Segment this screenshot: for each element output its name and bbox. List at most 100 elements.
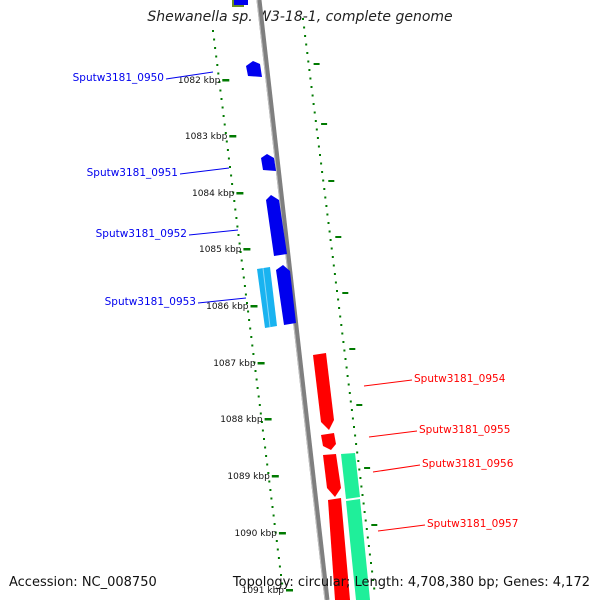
gene-label-sputw3181-0954[interactable]: Sputw3181_0954 [414,373,506,385]
track-dot [270,497,273,500]
track-dot [264,446,267,449]
track-dot [342,341,345,343]
tick-mark [257,362,265,365]
track-dot [309,77,312,80]
track-dot [355,443,358,445]
gene-label-sputw3181-0955[interactable]: Sputw3181_0955 [419,424,510,436]
track-dot [238,242,241,245]
track-dot [234,208,237,211]
map-title: Shewanella sp. W3-18-1, complete genome [147,9,453,25]
track-dot [313,111,316,114]
gene-arrow-sputw3181-0950[interactable] [246,61,262,77]
track-dot [346,375,349,377]
gene-label-sputw3181-0956[interactable]: Sputw3181_0956 [422,458,514,470]
tick-label: 1087 kbp [213,359,256,369]
tick-mark [222,79,230,82]
track-dot [348,392,351,394]
track-dot [314,120,317,122]
track-dot [312,103,315,105]
track-dot [218,81,221,83]
gene-arrow-sputw3181-0956[interactable] [323,454,341,497]
gene-label-sputw3181-0953[interactable]: Sputw3181_0953 [105,296,196,308]
track-dot [350,409,353,411]
track-dot [361,494,364,496]
track-dot [235,217,238,219]
gene-label-sputw3181-0957[interactable]: Sputw3181_0957 [427,518,518,530]
gene-feature-sputw3181-0956 [341,453,360,499]
track-dot [373,587,376,590]
track-dot [363,511,366,513]
track-dot [281,582,284,585]
track-dot [319,154,321,156]
tick-label: 1086 kbp [206,302,249,312]
tick-label: 1082 kbp [178,76,221,86]
track-dot [274,531,277,534]
tick-mark [271,475,279,478]
tick-mark [250,305,258,308]
gene-arrow-sputw3181-0951[interactable] [261,154,276,171]
tick-label: 1083 kbp [185,132,228,142]
gene-feature-sputw3181-0957 [346,499,370,600]
track-dot [278,565,281,568]
track-dash [349,348,356,350]
track-dot [306,52,309,54]
track-dot [331,256,334,258]
track-dot [237,234,240,236]
left-dotted-track [212,30,284,585]
track-dot [227,157,230,160]
gene-leader-line [188,229,239,236]
track-dot [240,259,243,262]
track-dot [325,205,328,207]
gene-arrow-sputw3181-0955[interactable] [321,433,336,450]
gene-label-sputw3181-0952[interactable]: Sputw3181_0952 [96,228,187,240]
gene-label-sputw3181-0951[interactable]: Sputw3181_0951 [87,167,178,179]
track-dot [269,489,272,491]
track-dot [275,540,278,542]
gene-label-sputw3181-0950[interactable]: Sputw3181_0950 [73,72,164,84]
track-dot [305,43,308,46]
track-dot [315,128,318,131]
gene-arrow-sputw3181-0953[interactable] [276,265,296,325]
gene-arrow-sputw3181-0957[interactable] [328,498,350,600]
tick-label: 1090 kbp [234,529,277,539]
track-dot [316,137,319,139]
track-dot [236,225,239,228]
track-dot [310,86,313,88]
track-dot [266,463,269,466]
track-dash [321,123,328,125]
track-dot [252,353,255,355]
gene-leader-line [372,464,421,473]
track-dot [271,506,274,508]
track-dot [304,35,307,37]
track-dot [256,387,259,389]
track-dot [232,191,235,194]
gene-arrow-sputw3181-0952[interactable] [266,195,287,256]
track-dot [322,179,325,182]
track-dot [222,115,225,117]
track-dot [253,361,256,364]
track-dot [303,26,306,29]
right-dotted-track [302,18,378,590]
track-dot [347,383,350,386]
track-dot [258,404,261,406]
track-dot [217,72,220,75]
track-dot [216,64,219,66]
track-dot [273,523,276,525]
track-dot [329,239,332,241]
track-dot [265,455,268,457]
track-dot [219,89,222,92]
gene-arrow-sputw3181-0954[interactable] [313,353,334,430]
track-dot [250,336,253,338]
track-dot [366,536,369,539]
track-dot [353,426,355,428]
track-dot [302,18,304,20]
tick-mark [286,589,293,592]
track-dot [213,38,216,41]
tick-mark [278,532,286,535]
track-dash [313,63,320,65]
track-dot [272,514,275,517]
track-dot [321,171,324,173]
tick-mark [229,135,237,138]
track-dash [335,236,342,238]
